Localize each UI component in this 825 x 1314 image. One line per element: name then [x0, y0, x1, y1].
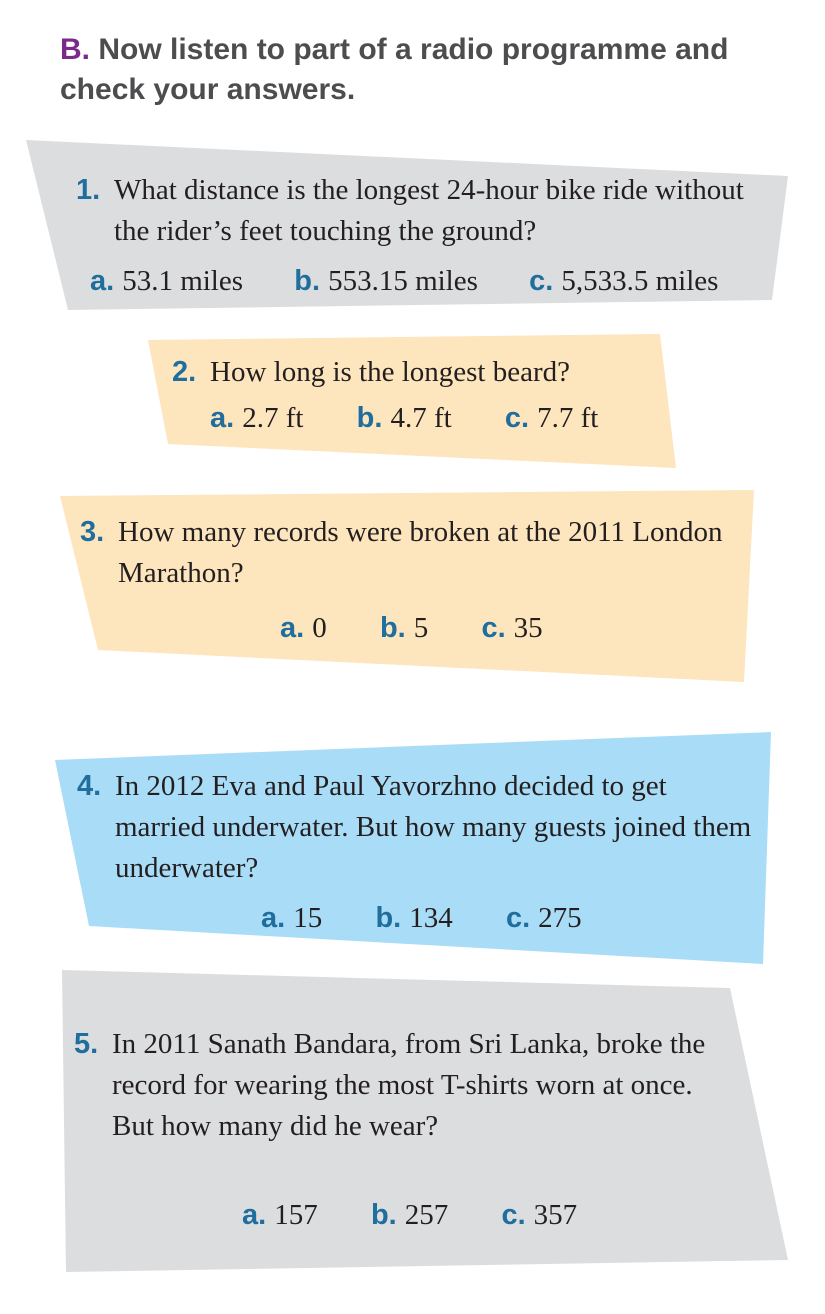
- answer-options: a. 0 b. 5 c. 35: [280, 609, 543, 647]
- answer-c[interactable]: c. 275: [505, 902, 582, 934]
- card-background: [26, 140, 788, 310]
- question-text: What distance is the longest 24-hour bik…: [114, 174, 744, 247]
- exercise-instruction: Now listen to part of a radio programme …: [60, 33, 729, 106]
- answer-a[interactable]: a. 53.1 miles: [90, 265, 244, 297]
- question-number: 3.: [80, 516, 105, 548]
- answer-a[interactable]: a. 157: [242, 1199, 318, 1231]
- question-card-1: 1. What distance is the longest 24-hour …: [26, 140, 788, 310]
- answer-c[interactable]: c. 7.7 ft: [504, 402, 599, 434]
- answer-b[interactable]: b. 134: [375, 902, 453, 934]
- question-card-5: 5. In 2011 Sanath Bandara, from Sri Lank…: [62, 970, 790, 1274]
- answer-b[interactable]: b. 4.7 ft: [356, 402, 452, 434]
- answer-c[interactable]: c. 357: [501, 1199, 578, 1231]
- answer-options: a. 15 b. 134 c. 275: [261, 899, 582, 937]
- question-number: 1.: [76, 174, 101, 206]
- answer-a[interactable]: a. 15: [261, 902, 323, 934]
- question-text: In 2012 Eva and Paul Yavorzhno decided t…: [115, 770, 752, 884]
- answer-b[interactable]: b. 257: [370, 1199, 449, 1231]
- answer-c[interactable]: c. 5,533.5 miles: [529, 265, 719, 297]
- answer-a[interactable]: a. 2.7 ft: [210, 402, 304, 434]
- question-2: 2. How long is the longest beard?: [172, 352, 652, 393]
- question-1: 1. What distance is the longest 24-hour …: [76, 170, 756, 252]
- question-number: 2.: [172, 356, 197, 388]
- answer-options: a. 157 b. 257 c. 357: [242, 1196, 577, 1234]
- card-background: [148, 334, 676, 468]
- card-background: [55, 732, 771, 964]
- exercise-letter: B.: [60, 33, 90, 66]
- question-card-3: 3. How many records were broken at the 2…: [60, 490, 754, 682]
- question-text: How long is the longest beard?: [210, 356, 571, 388]
- question-number: 4.: [77, 770, 102, 802]
- question-text: In 2011 Sanath Bandara, from Sri Lanka, …: [112, 1028, 706, 1142]
- card-background: [62, 970, 788, 1272]
- answer-a[interactable]: a. 0: [280, 612, 327, 644]
- answer-b[interactable]: b. 5: [379, 612, 429, 644]
- answer-options: a. 2.7 ft b. 4.7 ft c. 7.7 ft: [210, 399, 598, 437]
- question-4: 4. In 2012 Eva and Paul Yavorzhno decide…: [77, 766, 757, 889]
- answer-options: a. 53.1 miles b. 553.15 miles c. 5,533.5 mi…: [90, 262, 718, 300]
- question-3: 3. How many records were broken at the 2…: [80, 512, 730, 594]
- question-card-4: 4. In 2012 Eva and Paul Yavorzhno decide…: [55, 732, 773, 966]
- answer-c[interactable]: c. 35: [481, 612, 543, 644]
- exercise-heading: B. Now listen to part of a radio program…: [60, 30, 780, 110]
- question-number: 5.: [74, 1028, 99, 1060]
- answer-b[interactable]: b. 553.15 miles: [294, 265, 478, 297]
- card-background: [60, 490, 754, 682]
- question-text: How many records were broken at the 2011…: [118, 516, 723, 589]
- question-card-2: 2. How long is the longest beard? a. 2.7 …: [148, 334, 678, 468]
- question-5: 5. In 2011 Sanath Bandara, from Sri Lank…: [74, 1024, 714, 1147]
